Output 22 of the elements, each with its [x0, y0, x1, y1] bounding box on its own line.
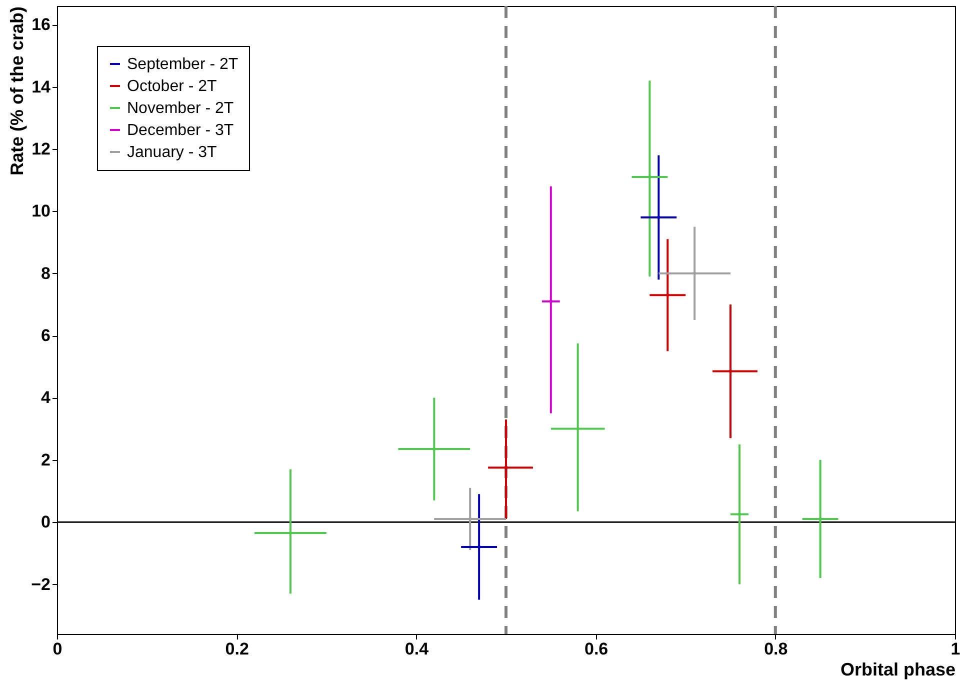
- y-tick-label: 0: [41, 512, 50, 532]
- legend-label: December - 3T: [127, 122, 234, 139]
- y-tick-label: 10: [32, 202, 50, 221]
- x-tick-label: 0.8: [764, 640, 788, 658]
- y-tick-label: 8: [41, 264, 50, 283]
- y-tick-label: 4: [41, 388, 52, 408]
- y-tick-label: 2: [41, 450, 50, 470]
- y-tick-label: −2: [31, 574, 50, 594]
- x-tick-label: 0.6: [584, 640, 608, 658]
- y-tick-label: 12: [32, 140, 50, 159]
- x-tick-label: 0.4: [404, 640, 430, 658]
- x-axis-title: Orbital phase: [840, 660, 956, 680]
- legend-label: January - 3T: [127, 144, 218, 161]
- y-axis-title: Rate (% of the crab): [7, 6, 28, 176]
- x-tick-label: 0.2: [225, 640, 249, 658]
- legend-label: October - 2T: [127, 78, 218, 95]
- x-tick-label: 1: [950, 640, 960, 658]
- y-tick-label: 16: [32, 15, 50, 34]
- y-tick-label: 14: [32, 77, 52, 96]
- y-tick-label: 6: [41, 326, 50, 346]
- legend-label: September - 2T: [127, 56, 238, 73]
- legend-label: November - 2T: [127, 100, 234, 117]
